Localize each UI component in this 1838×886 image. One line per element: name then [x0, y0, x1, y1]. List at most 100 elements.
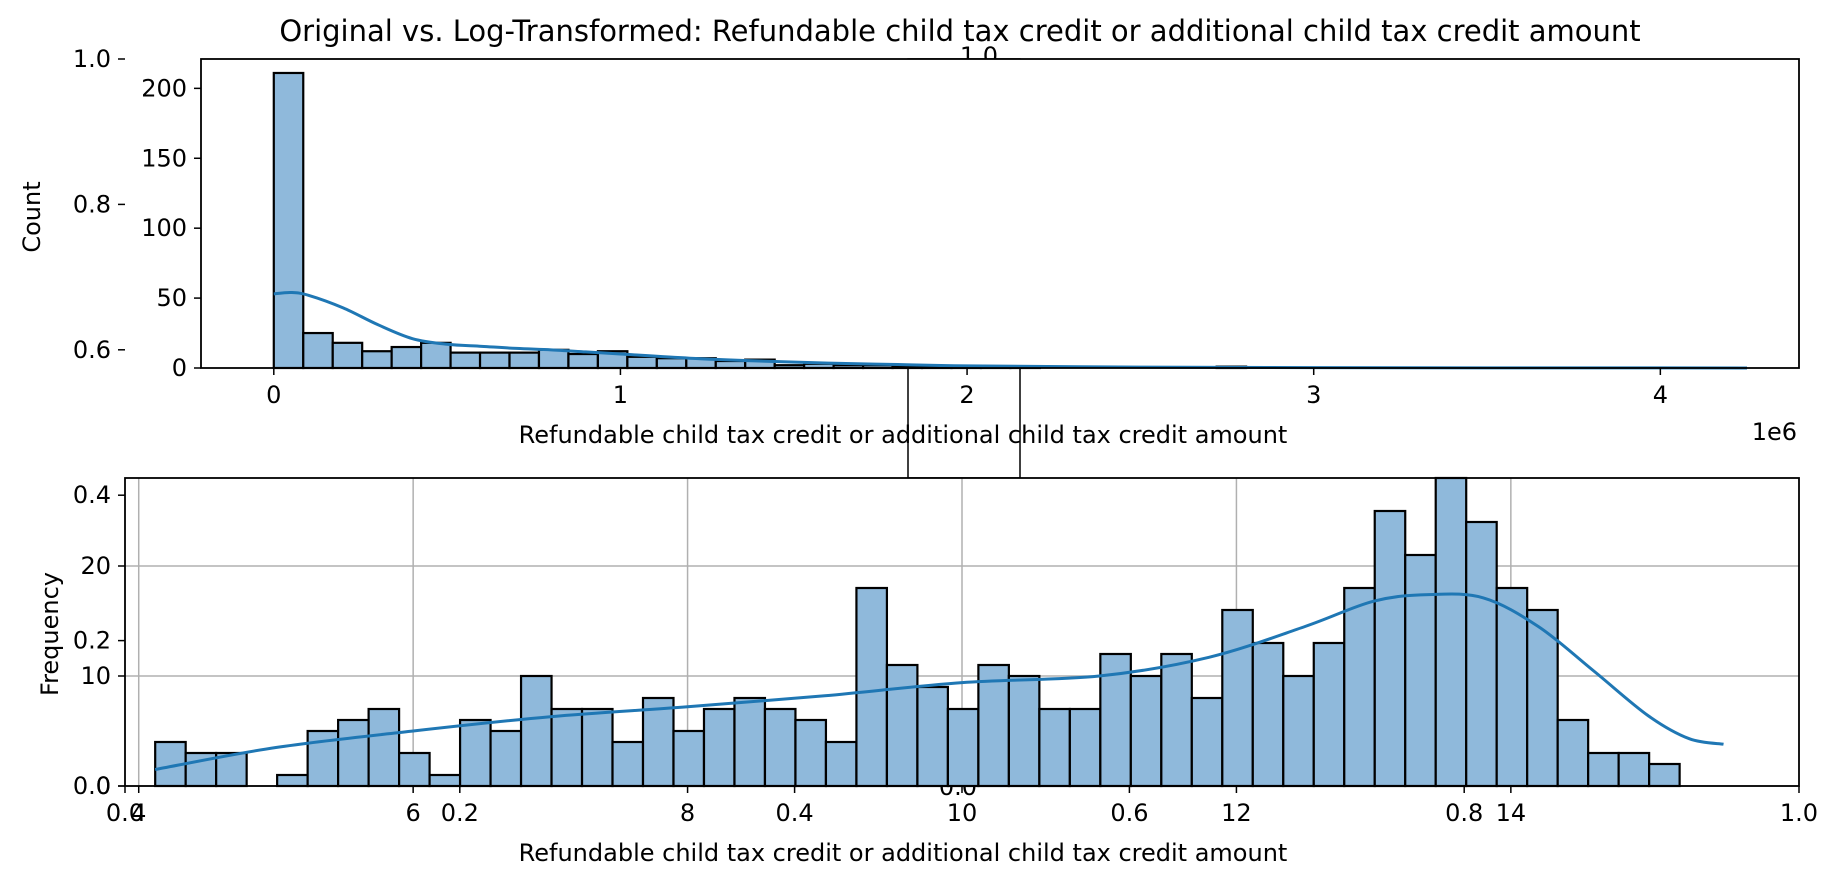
top-bar: [449, 351, 482, 370]
top-bar: [714, 359, 747, 370]
top-x-tick-label: 3: [1306, 381, 1321, 409]
top-bar: [508, 351, 541, 370]
top-y-tick-label: 200: [141, 74, 187, 102]
figure-title: Original vs. Log-Transformed: Refundable…: [279, 14, 1640, 48]
bottom-y-tick-label: 20: [80, 552, 111, 580]
bottom-y-tick-label: 0: [96, 772, 111, 800]
bottom-x-tick-label: 12: [1221, 799, 1252, 827]
bottom-x-tick-label: 8: [680, 799, 695, 827]
bottom-bar: [702, 707, 736, 788]
bottom-bar: [641, 696, 675, 788]
bottom-bar: [1221, 608, 1254, 788]
bg-x-tick-label: 0.4: [776, 799, 814, 827]
top-y-tick-label: 100: [141, 214, 187, 242]
bg-x-tick-label: 0.6: [1110, 799, 1148, 827]
top-y-axis-label: Count: [18, 181, 46, 252]
bottom-bar: [1007, 674, 1041, 788]
bottom-bar: [733, 696, 767, 788]
bottom-bar: [885, 663, 919, 788]
top-x-tick-label: 1: [613, 381, 628, 409]
bottom-bar: [519, 674, 553, 788]
original-histogram: 0 1 2 3 4 0 50 100 150 200 Refundable child tax …: [18, 58, 1800, 449]
top-bar: [478, 351, 511, 370]
bottom-y-tick-label: 10: [80, 662, 111, 690]
top-bar: [331, 341, 364, 370]
top-bar: [537, 348, 570, 370]
bottom-bar: [611, 740, 645, 788]
bottom-bar: [337, 718, 370, 788]
bottom-bar: [1648, 762, 1681, 788]
bottom-bar: [1343, 586, 1376, 788]
bg-y-tick-label: 1.0: [73, 45, 111, 73]
bottom-bar: [550, 707, 584, 788]
top-bar: [390, 345, 423, 370]
bg-x-tick-label: 1.0: [1780, 799, 1818, 827]
bottom-bar: [428, 773, 462, 788]
bottom-bar: [1465, 520, 1498, 788]
bottom-bar: [794, 718, 828, 788]
bottom-x-ticks: 4 6 8 10 12 14: [131, 786, 1526, 827]
top-plot-background: [201, 59, 1799, 368]
top-bar: [626, 355, 658, 370]
bottom-bar: [489, 729, 523, 788]
top-x-offset-label: 1e6: [1752, 418, 1797, 446]
bottom-bar: [1068, 707, 1102, 788]
bg-y-tick-label: 0.8: [73, 190, 111, 218]
background-empty-axes: 0.0 0.2 0.4 0.6 0.8 1.0 0.0 0.2 0.4 0.6 0.8 1.0: [73, 45, 1818, 827]
bottom-bar: [1434, 476, 1468, 788]
top-bar: [361, 350, 393, 370]
bottom-bar: [458, 718, 492, 788]
bg-x-tick-label: 0.0: [106, 799, 144, 827]
top-bar: [567, 352, 600, 370]
bottom-bar: [916, 685, 949, 788]
top-y-tick-label: 150: [141, 144, 187, 172]
top-bar: [272, 71, 305, 370]
bottom-kde-curve: [154, 592, 1724, 771]
bottom-bar: [1190, 696, 1224, 788]
bottom-bar: [1556, 718, 1590, 788]
bottom-bar: [672, 729, 706, 788]
top-bar: [420, 341, 452, 370]
bottom-y-ticks: 0 10 20: [80, 552, 125, 800]
bottom-bar: [580, 707, 614, 788]
top-y-tick-label: 50: [156, 284, 187, 312]
bottom-bar: [367, 707, 401, 788]
bottom-bar: [977, 663, 1010, 788]
bottom-histogram-bars: [154, 476, 1681, 788]
bottom-bar: [1404, 553, 1437, 788]
bottom-bar: [855, 586, 889, 788]
bottom-bar: [1038, 707, 1071, 788]
bottom-bar: [397, 751, 431, 788]
top-x-axis-label: Refundable child tax credit or additiona…: [519, 421, 1288, 449]
top-bar: [655, 357, 688, 370]
top-axes-frame: [200, 58, 1800, 369]
bottom-bar: [1129, 674, 1163, 788]
top-x-ticks: 0 1 2 3 4: [266, 368, 1668, 409]
bottom-bar: [1160, 652, 1193, 788]
bottom-bar: [1312, 641, 1346, 788]
bottom-x-tick-label: 4: [131, 799, 146, 827]
bottom-bar: [1251, 641, 1285, 788]
top-bar: [302, 331, 334, 370]
bottom-x-tick-label: 6: [406, 799, 421, 827]
bg-y-tick-label: 0.6: [73, 336, 111, 364]
bottom-x-tick-label: 10: [947, 799, 978, 827]
bottom-bar: [1587, 751, 1620, 788]
bottom-bar: [1617, 751, 1651, 788]
top-y-tick-label: 0: [172, 354, 187, 382]
top-x-tick-label: 2: [959, 381, 974, 409]
bottom-x-axis-label: Refundable child tax credit or additiona…: [519, 839, 1288, 867]
bottom-bar: [763, 707, 797, 788]
bottom-bar: [276, 773, 309, 788]
bg-x-tick-label: 0.8: [1445, 799, 1483, 827]
bg-y-tick-label: 0.2: [73, 627, 111, 655]
bottom-bar: [946, 707, 980, 788]
bottom-bar: [824, 740, 858, 788]
top-x-tick-label: 0: [266, 381, 281, 409]
bottom-axes-frame: [124, 477, 1800, 787]
bottom-x-tick-label: 14: [1496, 799, 1527, 827]
bottom-y-axis-label: Frequency: [36, 572, 64, 696]
bg-y-tick-label: 0.0: [73, 772, 111, 800]
log-histogram: 4 6 8 10 12 14 0 10 20 Refundable child tax cre…: [36, 476, 1800, 867]
